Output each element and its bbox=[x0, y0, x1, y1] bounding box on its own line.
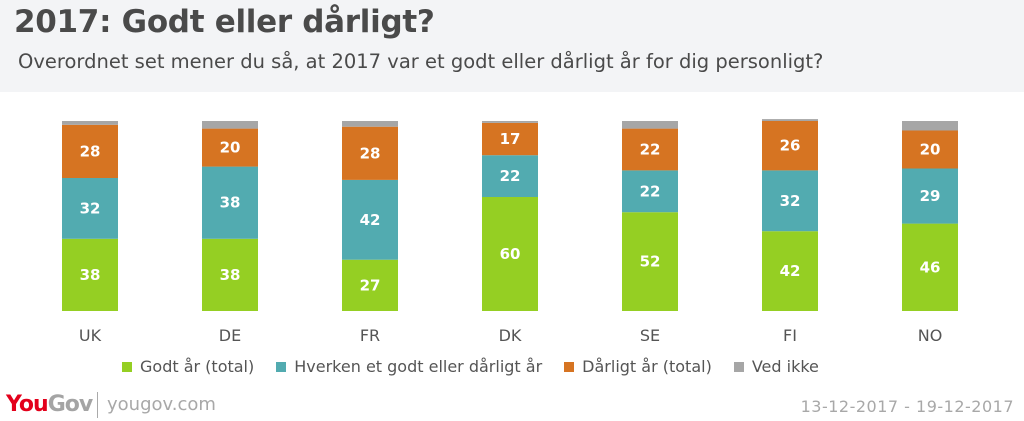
bar-segment-uk-3 bbox=[62, 121, 118, 125]
bar-segment-fi-2 bbox=[762, 121, 818, 171]
bar-segment-dk-2 bbox=[482, 122, 538, 156]
category-label-fr: FR bbox=[360, 326, 380, 345]
bars-group: 38 32 28 38 38 20 27 42 28 60 22 17 52 22 22 42 32 26 46 29… bbox=[62, 119, 958, 311]
data-label: 42 bbox=[360, 211, 381, 229]
category-label-se: SE bbox=[640, 326, 660, 345]
logo-you: You bbox=[6, 392, 49, 417]
legend-swatch bbox=[564, 361, 575, 372]
legend-label: Ved ikke bbox=[751, 357, 819, 376]
category-label-no: NO bbox=[918, 326, 943, 345]
chart-title: 2017: Godt eller dårligt? bbox=[14, 4, 435, 40]
data-label: 38 bbox=[80, 266, 101, 284]
yougov-logo: YouGov bbox=[6, 392, 94, 417]
category-label-dk: DK bbox=[499, 326, 522, 345]
data-label: 29 bbox=[920, 187, 941, 205]
data-label: 46 bbox=[920, 258, 941, 276]
data-label: 32 bbox=[80, 199, 101, 217]
bar-segment-uk-2 bbox=[62, 124, 118, 178]
bar-segment-fr-1 bbox=[342, 179, 398, 260]
bar-segment-fr-2 bbox=[342, 126, 398, 180]
bar-segment-no-0 bbox=[902, 223, 958, 311]
legend-item-hverken: Hverken et godt eller dårligt år bbox=[276, 357, 542, 376]
footer-divider bbox=[97, 392, 98, 418]
bar-segment-de-3 bbox=[202, 121, 258, 129]
data-label: 22 bbox=[640, 182, 661, 200]
legend-swatch bbox=[733, 361, 744, 372]
header: 2017: Godt eller dårligt? Overordnet set… bbox=[0, 0, 1024, 92]
bar-segment-se-2 bbox=[622, 128, 678, 171]
data-label: 28 bbox=[360, 144, 381, 162]
data-label: 52 bbox=[640, 253, 661, 271]
legend-swatch bbox=[276, 361, 287, 372]
bar-segment-fr-3 bbox=[342, 121, 398, 127]
data-label: 42 bbox=[780, 262, 801, 280]
legend-label: Dårligt år (total) bbox=[582, 357, 712, 376]
legend-item-ved-ikke: Ved ikke bbox=[733, 357, 819, 376]
bar-segment-de-2 bbox=[202, 128, 258, 167]
footer-date-range: 13-12-2017 - 19-12-2017 bbox=[800, 397, 1014, 416]
legend-swatch bbox=[122, 361, 132, 372]
data-label: 17 bbox=[500, 130, 521, 148]
data-label: 27 bbox=[360, 276, 381, 294]
data-label: 28 bbox=[80, 142, 101, 160]
bar-segment-fi-0 bbox=[762, 231, 818, 311]
bar-segment-no-1 bbox=[902, 168, 958, 224]
data-label: 20 bbox=[920, 141, 941, 159]
data-label: 32 bbox=[780, 192, 801, 210]
bar-segment-se-1 bbox=[622, 170, 678, 213]
data-label: 22 bbox=[640, 141, 661, 159]
bar-segment-no-2 bbox=[902, 130, 958, 169]
data-label: 22 bbox=[500, 167, 521, 185]
data-label: 60 bbox=[500, 245, 521, 263]
category-label-uk: UK bbox=[79, 326, 102, 345]
category-label-de: DE bbox=[219, 326, 241, 345]
bar-segment-dk-3 bbox=[482, 121, 538, 123]
legend-item-godt: Godt år (total) bbox=[122, 357, 254, 376]
legend-label: Hverken et godt eller dårligt år bbox=[294, 357, 543, 376]
bar-segment-dk-0 bbox=[482, 197, 538, 311]
data-label: 38 bbox=[220, 194, 241, 212]
bar-segment-se-3 bbox=[622, 121, 678, 129]
data-label: 26 bbox=[780, 137, 801, 155]
footer-site: yougov.com bbox=[107, 394, 216, 415]
data-label: 20 bbox=[220, 139, 241, 157]
bar-segment-no-3 bbox=[902, 121, 958, 131]
bar-segment-de-0 bbox=[202, 238, 258, 311]
data-label: 38 bbox=[220, 266, 241, 284]
category-labels: UK DE FR DK SE FI NO bbox=[79, 326, 942, 345]
bar-segment-se-0 bbox=[622, 212, 678, 311]
bar-segment-de-1 bbox=[202, 166, 258, 239]
stacked-bar-chart: 38 32 28 38 38 20 27 42 28 60 22 17 52 22 22 42 32 26 46 29… bbox=[62, 119, 958, 345]
chart-subtitle: Overordnet set mener du så, at 2017 var … bbox=[18, 50, 824, 73]
legend-item-darligt: Dårligt år (total) bbox=[564, 357, 712, 376]
bar-segment-fi-1 bbox=[762, 170, 818, 232]
bar-segment-dk-1 bbox=[482, 155, 538, 197]
logo-gov: Gov bbox=[47, 392, 94, 417]
category-label-fi: FI bbox=[783, 326, 797, 345]
legend: Godt år (total) Hverken et godt eller då… bbox=[122, 357, 841, 376]
bar-segment-uk-1 bbox=[62, 178, 118, 239]
bar-segment-fr-0 bbox=[342, 259, 398, 311]
legend-label: Godt år (total) bbox=[140, 357, 255, 376]
bar-segment-uk-0 bbox=[62, 238, 118, 311]
bar-segment-fi-3 bbox=[762, 119, 818, 121]
